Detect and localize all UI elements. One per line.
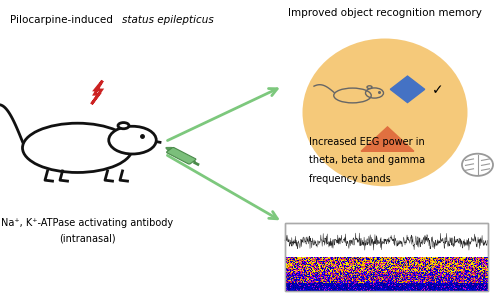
Text: Improved object recognition memory: Improved object recognition memory	[288, 8, 482, 18]
FancyBboxPatch shape	[166, 148, 196, 164]
Text: Increased EEG power in: Increased EEG power in	[309, 137, 425, 147]
Text: ✓: ✓	[432, 83, 444, 97]
Text: Na⁺, K⁺-ATPase activating antibody: Na⁺, K⁺-ATPase activating antibody	[2, 218, 174, 228]
Text: theta, beta and gamma: theta, beta and gamma	[309, 155, 425, 165]
Polygon shape	[361, 127, 414, 151]
Ellipse shape	[302, 38, 468, 186]
Text: status epilepticus: status epilepticus	[122, 15, 214, 25]
Ellipse shape	[118, 123, 129, 129]
Polygon shape	[390, 76, 424, 103]
Bar	[285, 223, 488, 291]
Text: Pilocarpine-induced: Pilocarpine-induced	[10, 15, 116, 25]
Ellipse shape	[109, 126, 156, 154]
Text: (intranasal): (intranasal)	[59, 234, 116, 244]
Bar	[285, 223, 488, 291]
Ellipse shape	[22, 123, 132, 172]
Text: frequency bands: frequency bands	[309, 174, 391, 184]
